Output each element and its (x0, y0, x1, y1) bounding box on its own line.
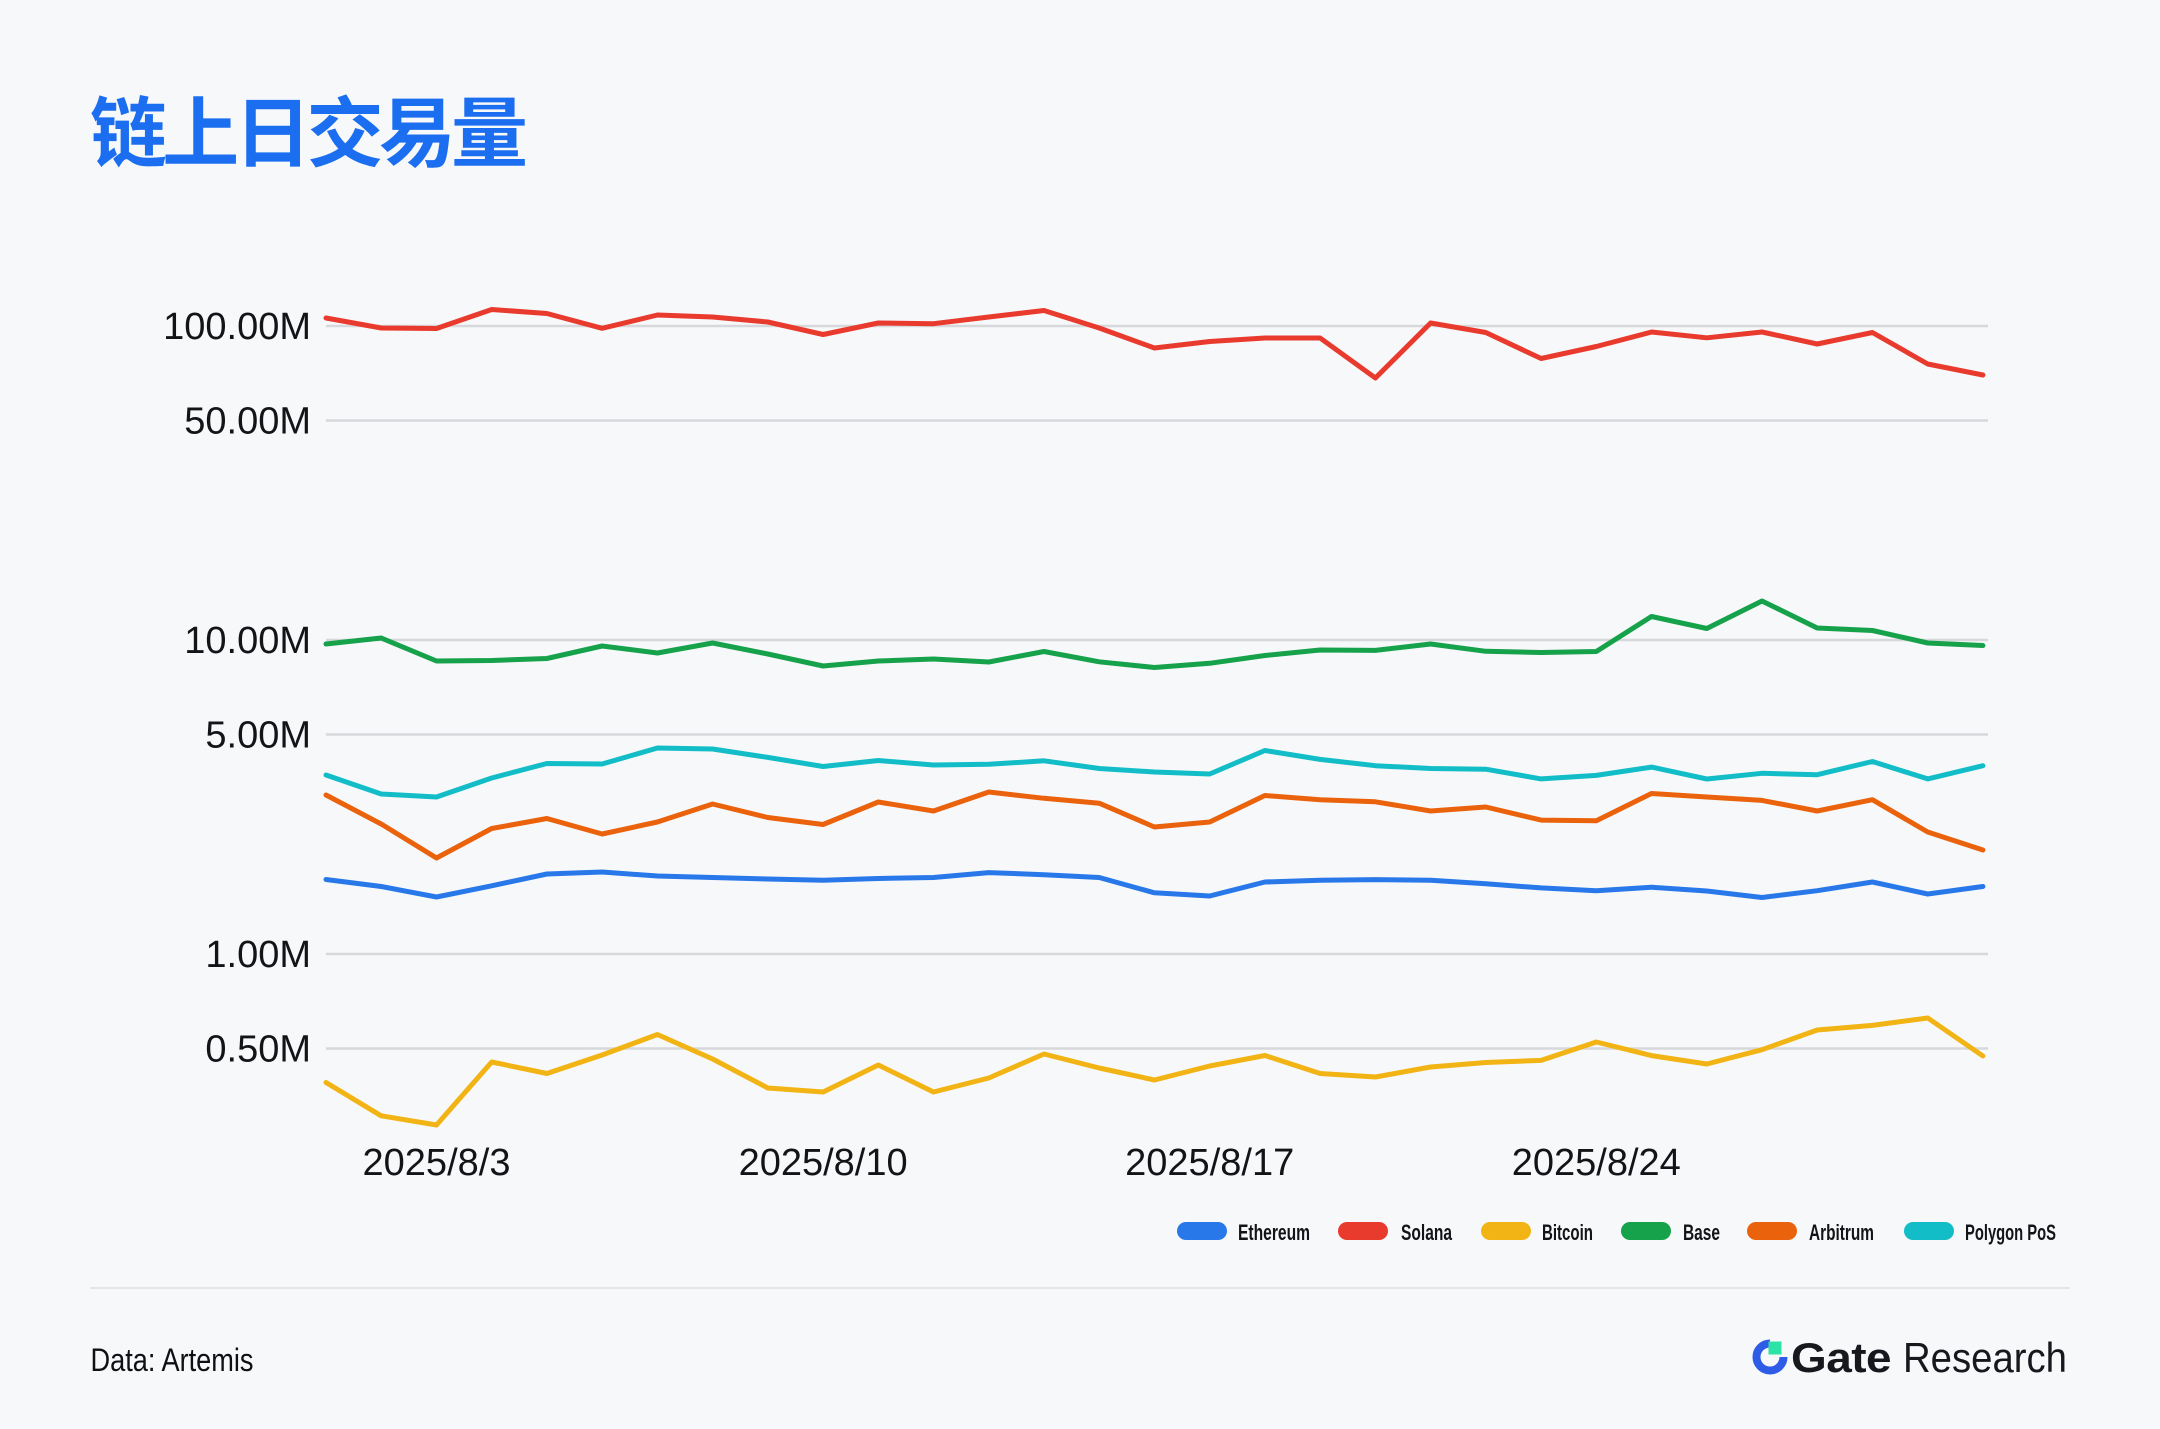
svg-text:Arbitrum: Arbitrum (1809, 1220, 1874, 1245)
svg-text:Base: Base (1683, 1220, 1720, 1245)
svg-text:2025/8/3: 2025/8/3 (363, 1142, 511, 1184)
svg-text:Bitcoin: Bitcoin (1542, 1220, 1593, 1245)
svg-text:100.00M: 100.00M (163, 306, 311, 348)
svg-text:2025/8/10: 2025/8/10 (739, 1142, 908, 1184)
svg-text:2025/8/17: 2025/8/17 (1125, 1142, 1294, 1184)
svg-text:2025/8/24: 2025/8/24 (1512, 1142, 1681, 1184)
svg-text:50.00M: 50.00M (184, 401, 311, 443)
svg-text:Gate: Gate (1791, 1334, 1891, 1381)
svg-text:Research: Research (1903, 1334, 2067, 1381)
svg-text:1.00M: 1.00M (205, 934, 311, 976)
svg-text:10.00M: 10.00M (184, 620, 311, 662)
svg-text:0.50M: 0.50M (205, 1029, 311, 1071)
svg-text:Polygon PoS: Polygon PoS (1965, 1220, 2056, 1245)
svg-text:Data: Artemis: Data: Artemis (91, 1342, 254, 1378)
svg-text:Solana: Solana (1401, 1220, 1453, 1245)
svg-text:5.00M: 5.00M (205, 715, 311, 757)
svg-text:Ethereum: Ethereum (1238, 1220, 1310, 1245)
